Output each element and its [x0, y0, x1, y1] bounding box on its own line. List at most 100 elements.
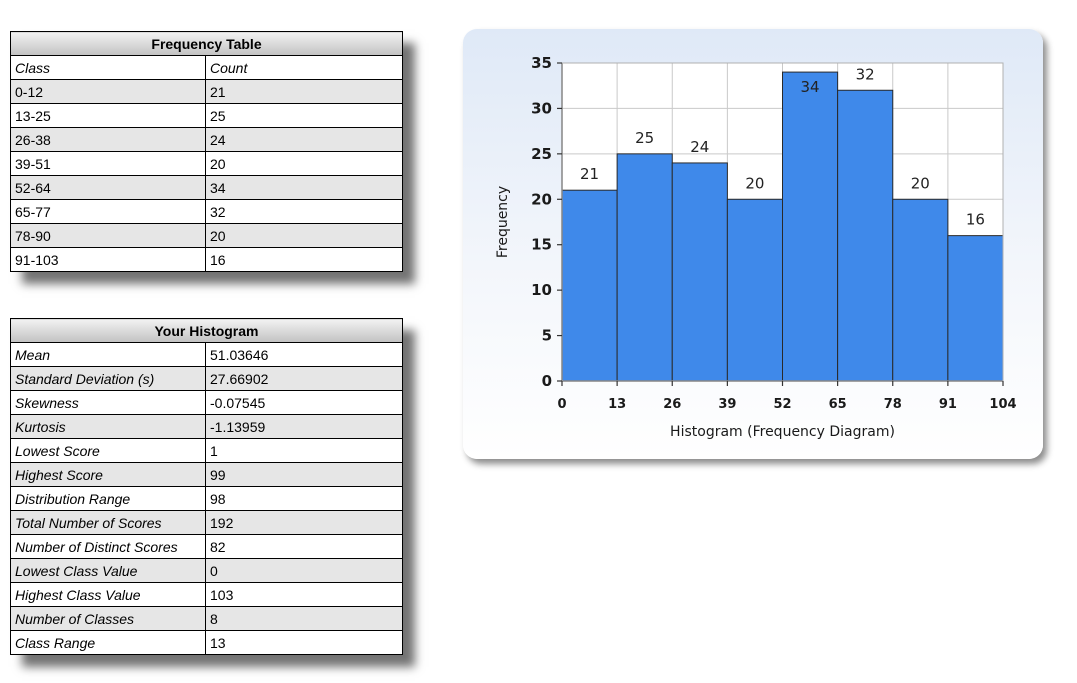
- histogram-bar: [671, 162, 728, 382]
- stat-label: Standard Deviation (s): [10, 366, 206, 391]
- histogram-bar: [782, 71, 839, 382]
- bar-data-label: 20: [911, 174, 930, 192]
- table-row: Total Number of Scores 192: [10, 510, 403, 535]
- x-tick-label: 91: [939, 397, 957, 412]
- table-row: 78-90 20: [10, 223, 403, 248]
- x-tick-label: 39: [718, 397, 736, 412]
- stat-value: 0: [205, 558, 403, 583]
- y-tick-label: 15: [531, 236, 552, 254]
- table-row: Skewness -0.07545: [10, 390, 403, 415]
- stat-label: Mean: [10, 342, 206, 367]
- stat-label: Lowest Class Value: [10, 558, 206, 583]
- bar-data-label: 32: [856, 65, 875, 83]
- bar-data-label: 21: [580, 165, 599, 183]
- table-row: 39-51 20: [10, 151, 403, 176]
- class-cell: 0-12: [10, 79, 206, 104]
- x-tick-label: 0: [557, 397, 566, 412]
- bar-data-label: 20: [745, 174, 764, 192]
- stat-label: Highest Score: [10, 462, 206, 487]
- stat-value: 51.03646: [205, 342, 403, 367]
- stat-value: -0.07545: [205, 390, 403, 415]
- count-cell: 32: [205, 199, 403, 224]
- histogram-bar: [561, 189, 618, 382]
- frequency-table-header-class: Class: [10, 55, 206, 80]
- stat-label: Total Number of Scores: [10, 510, 206, 535]
- class-cell: 26-38: [10, 127, 206, 152]
- stat-label: Highest Class Value: [10, 582, 206, 607]
- stat-value: 13: [205, 630, 403, 655]
- y-axis-title: Frequency: [495, 186, 511, 258]
- table-row: 52-64 34: [10, 175, 403, 200]
- stat-label: Kurtosis: [10, 414, 206, 439]
- y-tick-label: 0: [542, 372, 552, 390]
- count-cell: 20: [205, 223, 403, 248]
- histogram-bar: [616, 153, 673, 382]
- frequency-table-title: Frequency Table: [10, 31, 403, 56]
- bar-data-label: 25: [635, 129, 654, 147]
- stat-value: 99: [205, 462, 403, 487]
- table-row: Highest Class Value 103: [10, 582, 403, 607]
- histogram-chart: 21 25 24 20 34 32 20 16 0 5 10 15 20 25 30 35 0 13 26 39 52…: [495, 54, 1017, 440]
- histogram-stats-title: Your Histogram: [10, 318, 403, 343]
- x-tick-label: 78: [884, 397, 902, 412]
- stat-value: 1: [205, 438, 403, 463]
- table-row: Lowest Score 1: [10, 438, 403, 463]
- bar-data-label: 24: [690, 138, 709, 156]
- table-row: Standard Deviation (s) 27.66902: [10, 366, 403, 391]
- table-row: 91-103 16: [10, 247, 403, 272]
- count-cell: 25: [205, 103, 403, 128]
- count-cell: 16: [205, 247, 403, 272]
- x-tick-label: 65: [829, 397, 847, 412]
- x-tick-label: 52: [773, 397, 791, 412]
- stat-label: Number of Classes: [10, 606, 206, 631]
- count-cell: 24: [205, 127, 403, 152]
- bar-data-label: 16: [966, 211, 985, 229]
- stat-label: Skewness: [10, 390, 206, 415]
- histogram-bar: [947, 235, 1004, 382]
- table-row: Kurtosis -1.13959: [10, 414, 403, 439]
- class-cell: 91-103: [10, 247, 206, 272]
- table-row: 13-25 25: [10, 103, 403, 128]
- stat-label: Distribution Range: [10, 486, 206, 511]
- table-row: Number of Distinct Scores 82: [10, 534, 403, 559]
- y-tick-label: 5: [542, 327, 552, 345]
- stat-value: -1.13959: [205, 414, 403, 439]
- frequency-table: Frequency Table Class Count 0-12 21 13-2…: [10, 31, 403, 272]
- table-row: 26-38 24: [10, 127, 403, 152]
- histogram-bar: [892, 198, 949, 382]
- table-row: Distribution Range 98: [10, 486, 403, 511]
- x-tick-label: 104: [989, 397, 1016, 412]
- class-cell: 39-51: [10, 151, 206, 176]
- count-cell: 20: [205, 151, 403, 176]
- table-row: Mean 51.03646: [10, 342, 403, 367]
- table-row: 65-77 32: [10, 199, 403, 224]
- count-cell: 21: [205, 79, 403, 104]
- stat-label: Number of Distinct Scores: [10, 534, 206, 559]
- stat-value: 98: [205, 486, 403, 511]
- y-tick-label: 10: [531, 281, 552, 299]
- class-cell: 52-64: [10, 175, 206, 200]
- histogram-chart-panel: 21 25 24 20 34 32 20 16 0 5 10 15 20 25 30 35 0 13 26 39 52…: [463, 29, 1043, 459]
- class-cell: 65-77: [10, 199, 206, 224]
- stat-label: Class Range: [10, 630, 206, 655]
- stat-value: 8: [205, 606, 403, 631]
- y-tick-label: 30: [531, 99, 552, 117]
- class-cell: 13-25: [10, 103, 206, 128]
- stat-value: 103: [205, 582, 403, 607]
- y-tick-label: 25: [531, 145, 552, 163]
- table-row: Lowest Class Value 0: [10, 558, 403, 583]
- table-row: Highest Score 99: [10, 462, 403, 487]
- table-row: Number of Classes 8: [10, 606, 403, 631]
- x-tick-label: 13: [608, 397, 626, 412]
- table-row: Class Range 13: [10, 630, 403, 655]
- stat-value: 27.66902: [205, 366, 403, 391]
- x-tick-label: 26: [663, 397, 681, 412]
- histogram-bar: [726, 198, 783, 382]
- count-cell: 34: [205, 175, 403, 200]
- histogram-bar: [837, 89, 894, 382]
- stat-value: 192: [205, 510, 403, 535]
- stat-value: 82: [205, 534, 403, 559]
- frequency-table-header-count: Count: [205, 55, 403, 80]
- y-tick-label: 20: [531, 190, 552, 208]
- y-tick-label: 35: [531, 54, 552, 72]
